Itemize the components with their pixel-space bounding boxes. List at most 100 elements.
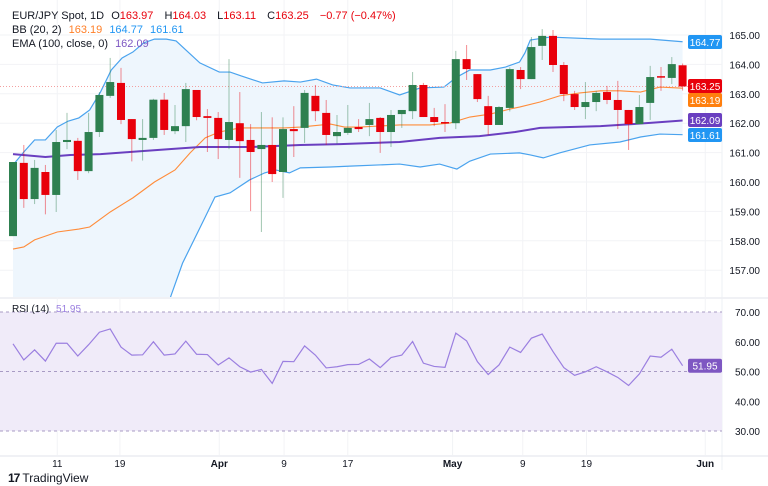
ema-legend[interactable]: EMA (100, close, 0) 162.09: [12, 37, 153, 51]
price-tick-label: 157.00: [729, 266, 760, 277]
candle: [171, 104, 179, 135]
candle: [235, 92, 244, 178]
price-legend: EUR/JPY Spot, 1D O163.97 H164.03 L163.11…: [12, 9, 400, 23]
bb-legend[interactable]: BB (20, 2) 163.19 164.77 161.61: [12, 23, 188, 37]
bb-upper-line: [12, 36, 683, 166]
candle-body: [63, 139, 71, 143]
candle: [41, 164, 50, 215]
bb-label: BB (20, 2): [12, 24, 62, 36]
last-price-badge-text: 163.25: [690, 82, 721, 93]
candle: [268, 117, 277, 182]
candle-body: [549, 35, 557, 65]
candle: [106, 57, 115, 98]
candle: [419, 82, 428, 118]
rsi-legend[interactable]: RSI (14) 51.95: [12, 303, 85, 317]
candle: [181, 82, 190, 143]
rsi-tick-label: 40.00: [735, 397, 760, 408]
candle: [117, 67, 125, 125]
logo-text: TradingView: [22, 471, 89, 485]
candle-body: [246, 139, 255, 153]
logo-mark-icon: 17: [8, 471, 20, 485]
candle-body: [52, 142, 61, 195]
candle: [333, 114, 341, 144]
candle: [657, 67, 665, 91]
ema-badge: [688, 113, 722, 127]
candle: [257, 112, 266, 232]
candle-body: [678, 65, 687, 87]
x-tick-label: 11: [52, 459, 63, 470]
candle: [30, 159, 39, 205]
candle: [246, 124, 255, 212]
candle: [603, 85, 611, 105]
x-tick-label: May: [443, 459, 463, 470]
candle-body: [333, 132, 341, 137]
low-value: 163.11: [223, 10, 257, 22]
candle-body: [73, 140, 82, 172]
candle: [63, 112, 71, 150]
candle-body: [516, 69, 525, 80]
candle: [581, 82, 590, 120]
bb-mid-badge-text: 163.19: [690, 96, 721, 107]
price-tick-label: 165.00: [729, 31, 760, 42]
candle: [311, 84, 320, 122]
candle-body: [106, 82, 115, 96]
candle-body: [462, 59, 471, 70]
candle-body: [387, 114, 395, 133]
candle-body: [192, 89, 201, 118]
candle-body: [559, 64, 568, 95]
candle-body: [257, 144, 266, 150]
candle-body: [430, 117, 439, 123]
price-tick-label: 161.00: [729, 149, 760, 160]
high-value: 164.03: [172, 10, 207, 22]
rsi-tick-label: 30.00: [735, 427, 760, 438]
candle: [387, 109, 395, 148]
close-value: 163.25: [275, 10, 309, 22]
candle: [635, 94, 644, 125]
candle: [127, 119, 136, 162]
price-tick-label: 160.00: [729, 178, 760, 189]
candle-body: [171, 126, 179, 132]
x-tick-label: 9: [520, 459, 526, 470]
bb-upper-badge: [688, 35, 722, 49]
bb-middle-line: [12, 86, 683, 250]
candle: [73, 137, 82, 180]
bb-lower-badge-text: 161.61: [690, 131, 721, 142]
candle-body: [451, 59, 460, 124]
candle: [300, 89, 309, 143]
candle: [646, 65, 655, 120]
bb-lower-value: 161.61: [150, 24, 184, 36]
high-label: H: [164, 10, 173, 22]
candle-body: [138, 137, 147, 140]
candle-body: [95, 94, 104, 133]
candle-body: [30, 167, 39, 200]
bb-lower-badge: [688, 128, 722, 142]
candle-body: [235, 123, 244, 142]
candle-body: [592, 92, 601, 103]
candle: [570, 90, 579, 110]
candle: [538, 29, 547, 60]
tradingview-logo[interactable]: 17 TradingView: [8, 471, 88, 485]
bb-lower-line: [169, 133, 683, 297]
candle: [473, 74, 482, 103]
candle: [397, 109, 406, 128]
candle: [149, 98, 158, 140]
candle-body: [419, 84, 428, 118]
candle: [516, 67, 525, 90]
rsi-tick-label: 70.00: [735, 308, 760, 319]
candle-body: [408, 84, 417, 112]
candle-body: [397, 109, 406, 115]
candle-body: [268, 144, 277, 175]
candle-body: [441, 122, 449, 124]
candle: [84, 112, 93, 174]
candle: [505, 67, 514, 112]
candle: [441, 104, 449, 133]
candle-body: [354, 127, 363, 130]
candle-body: [214, 117, 223, 140]
candle-body: [613, 99, 622, 110]
candle-body: [149, 99, 158, 138]
candle: [365, 102, 374, 137]
open-label: O: [111, 10, 120, 22]
x-tick-label: 9: [281, 459, 287, 470]
candle: [203, 109, 212, 153]
